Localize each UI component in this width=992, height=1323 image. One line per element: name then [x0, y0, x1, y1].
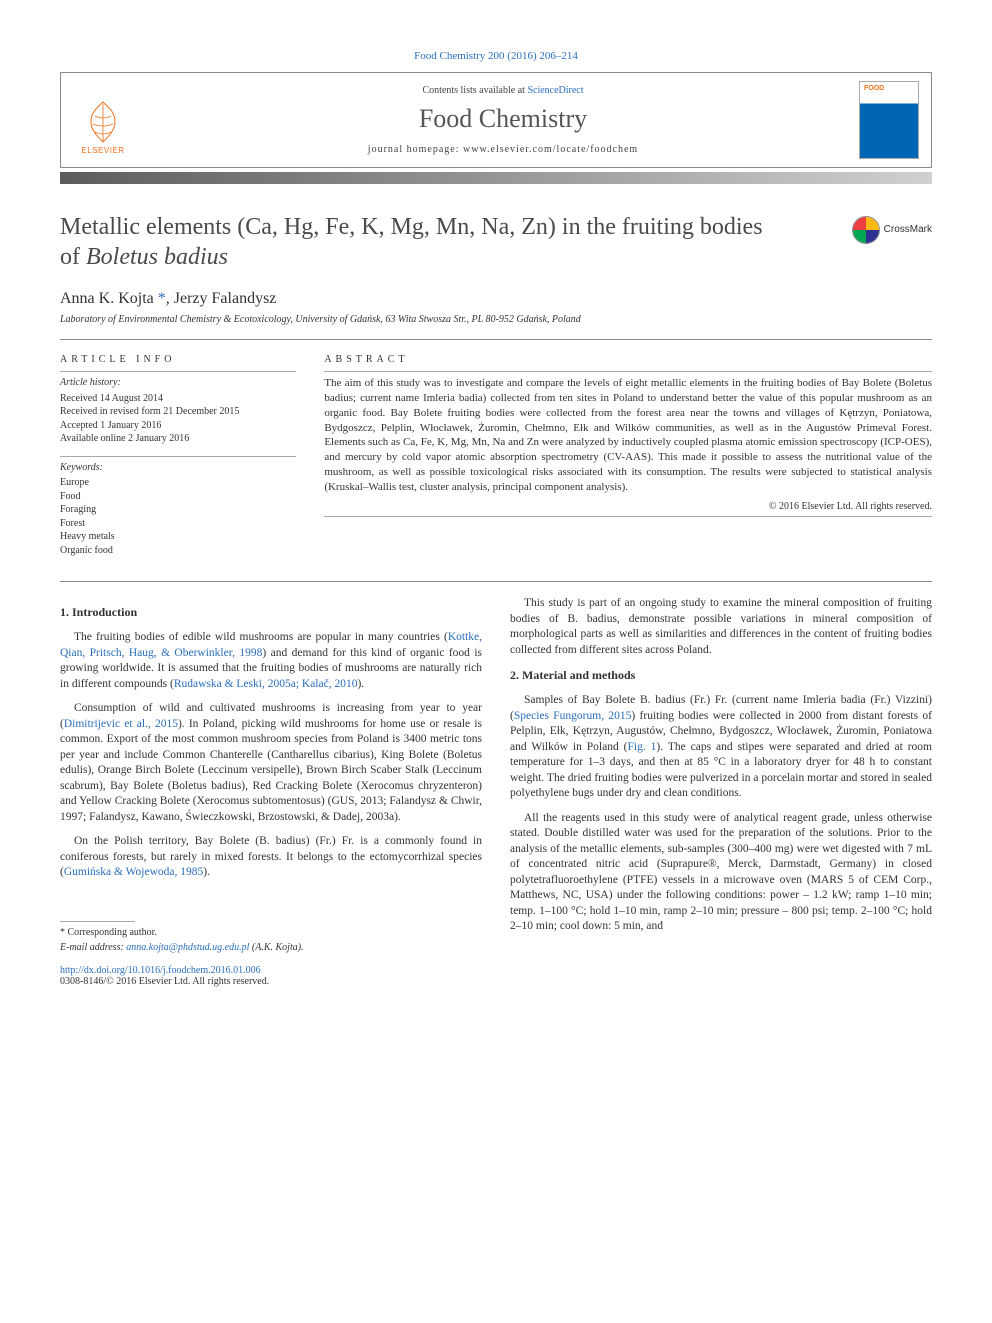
- crossmark-icon: [852, 216, 880, 244]
- history-received: Received 14 August 2014: [60, 392, 296, 406]
- journal-title: Food Chemistry: [147, 104, 859, 134]
- section-2-p2: All the reagents used in this study were…: [510, 811, 932, 935]
- history-label: Article history:: [60, 376, 296, 390]
- affiliation: Laboratory of Environmental Chemistry & …: [60, 314, 932, 325]
- email-line: E-mail address: anna.kojta@phdstud.ug.ed…: [60, 941, 482, 955]
- corresponding-footer: * Corresponding author. E-mail address: …: [60, 921, 482, 955]
- contents-available: Contents lists available at ScienceDirec…: [147, 85, 859, 96]
- copyright: © 2016 Elsevier Ltd. All rights reserved…: [324, 501, 932, 512]
- keyword: Heavy metals: [60, 530, 296, 544]
- section-2-title: 2. Material and methods: [510, 667, 932, 683]
- keyword: Europe: [60, 476, 296, 490]
- body-columns: 1. Introduction The fruiting bodies of e…: [60, 596, 932, 955]
- elsevier-logo: ELSEVIER: [73, 85, 133, 155]
- author-1: Anna K. Kojta: [60, 290, 154, 307]
- divider: [324, 516, 932, 517]
- history-revised: Received in revised form 21 December 201…: [60, 405, 296, 419]
- keyword: Foraging: [60, 503, 296, 517]
- history-accepted: Accepted 1 January 2016: [60, 419, 296, 433]
- keywords-label: Keywords:: [60, 461, 296, 475]
- journal-homepage: journal homepage: www.elsevier.com/locat…: [147, 144, 859, 155]
- crossmark-badge[interactable]: CrossMark: [852, 216, 932, 244]
- text: ). In Poland, picking wild mushrooms for…: [60, 718, 482, 823]
- author-sep: ,: [166, 290, 174, 307]
- corresponding-mark[interactable]: *: [158, 290, 166, 307]
- email-label: E-mail address:: [60, 942, 126, 953]
- article-info: ARTICLE INFO Article history: Received 1…: [60, 354, 296, 557]
- issn-line: 0308-8146/© 2016 Elsevier Ltd. All right…: [60, 976, 932, 987]
- section-1-p2: Consumption of wild and cultivated mushr…: [60, 701, 482, 825]
- citation-link[interactable]: Gumińska & Wojewoda, 1985: [64, 866, 203, 878]
- keyword: Food: [60, 490, 296, 504]
- citation-link[interactable]: Dimitrijevic et al., 2015: [64, 718, 178, 730]
- footnote-rule: [60, 921, 135, 922]
- author-2: Jerzy Falandysz: [174, 290, 277, 307]
- authors: Anna K. Kojta *, Jerzy Falandysz: [60, 290, 932, 308]
- abstract-body: The aim of this study was to investigate…: [324, 376, 932, 495]
- title-line-1: Metallic elements (Ca, Hg, Fe, K, Mg, Mn…: [60, 214, 763, 240]
- elsevier-tree-icon: [83, 98, 123, 146]
- abstract: ABSTRACT The aim of this study was to in…: [324, 354, 932, 557]
- abstract-head: ABSTRACT: [324, 354, 932, 365]
- section-1-p1: The fruiting bodies of edible wild mushr…: [60, 630, 482, 692]
- divider: [60, 581, 932, 582]
- section-1-p4: This study is part of an ongoing study t…: [510, 596, 932, 658]
- sciencedirect-link[interactable]: ScienceDirect: [527, 85, 583, 96]
- divider: [324, 371, 932, 372]
- figure-link[interactable]: Fig. 1: [627, 741, 656, 753]
- title-species: Boletus badius: [86, 244, 228, 270]
- elsevier-text: ELSEVIER: [81, 146, 124, 155]
- divider: [60, 456, 296, 457]
- crossmark-label: CrossMark: [884, 224, 932, 237]
- divider: [60, 371, 296, 372]
- keyword: Organic food: [60, 544, 296, 558]
- email-suffix: (A.K. Kojta).: [249, 942, 303, 953]
- section-1-p3: On the Polish territory, Bay Bolete (B. …: [60, 834, 482, 881]
- cover-text-1: FOOD: [860, 82, 918, 92]
- email-link[interactable]: anna.kojta@phdstud.ug.edu.pl: [126, 942, 249, 953]
- section-2-p1: Samples of Bay Bolete B. badius (Fr.) Fr…: [510, 693, 932, 802]
- divider: [60, 339, 932, 340]
- journal-cover-thumb: FOOD CHEMISTRY: [859, 81, 919, 159]
- corresponding-note: * Corresponding author.: [60, 926, 482, 940]
- cover-text-2: CHEMISTRY: [860, 92, 918, 99]
- contents-prefix: Contents lists available at: [422, 85, 527, 96]
- text: ).: [357, 678, 364, 690]
- text: ).: [203, 866, 210, 878]
- citation-link[interactable]: Species Fungorum, 2015: [514, 710, 632, 722]
- article-info-head: ARTICLE INFO: [60, 354, 296, 365]
- section-1-title: 1. Introduction: [60, 604, 482, 620]
- keyword: Forest: [60, 517, 296, 531]
- title-line-2-prefix: of: [60, 244, 86, 270]
- journal-header: ELSEVIER Contents lists available at Sci…: [60, 72, 932, 168]
- doi-line: http://dx.doi.org/10.1016/j.foodchem.201…: [60, 965, 932, 976]
- text: The fruiting bodies of edible wild mushr…: [74, 631, 448, 643]
- gradient-divider: [60, 172, 932, 184]
- citation-link[interactable]: Rudawska & Leski, 2005a; Kalač, 2010: [174, 678, 358, 690]
- article-title: Metallic elements (Ca, Hg, Fe, K, Mg, Mn…: [60, 212, 932, 272]
- history-online: Available online 2 January 2016: [60, 432, 296, 446]
- reference-line: Food Chemistry 200 (2016) 206–214: [60, 50, 932, 62]
- doi-link[interactable]: http://dx.doi.org/10.1016/j.foodchem.201…: [60, 965, 261, 976]
